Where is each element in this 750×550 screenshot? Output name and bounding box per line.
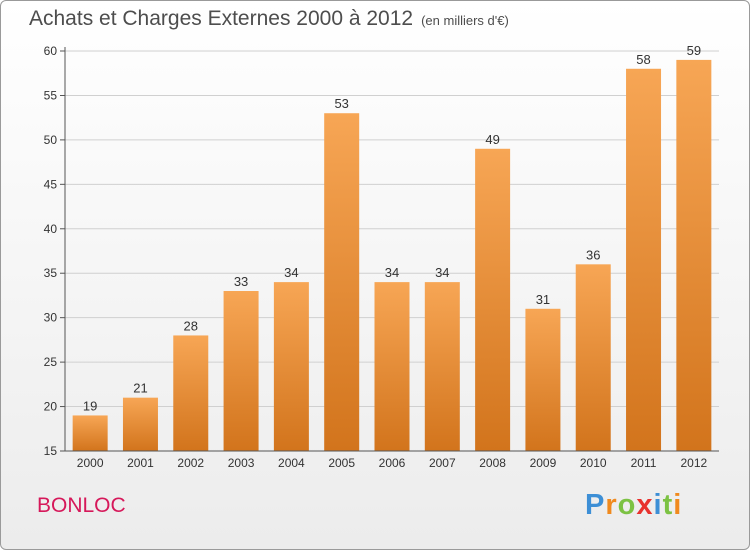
data-label: 19 [83,398,97,413]
bar-2007 [424,282,460,451]
y-tick-label: 30 [44,311,58,325]
y-tick-label: 55 [44,88,58,102]
x-tick-label: 2011 [631,456,657,470]
chart-title-text: Achats et Charges Externes 2000 à 2012 [29,7,414,30]
data-label: 53 [334,96,348,111]
bar-2001 [122,397,158,451]
logo-letter: P [585,489,606,521]
x-tick-label: 2009 [530,456,557,470]
place-name: BONLOC [37,494,126,517]
proxiti-logo: Proxiti [585,489,682,522]
x-tick-label: 2006 [379,456,406,470]
logo-letter: i [653,489,663,521]
bar-2006 [374,282,410,451]
data-label: 34 [284,265,298,280]
data-labels: 19 21 28 33 34 53 34 34 49 31 36 58 59 [83,43,701,414]
logo-letter: x [636,489,654,521]
x-tick-label: 2012 [680,456,707,470]
logo-letter: i [673,489,683,521]
y-tick-label: 20 [44,400,58,414]
data-label: 58 [636,52,650,67]
logo-letter: r [605,489,618,521]
data-label: 21 [133,381,147,396]
x-tick-label: 2005 [328,456,355,470]
data-label: 59 [687,43,701,58]
bar-2004 [273,282,309,451]
bar-2002 [173,335,209,451]
logo-letter: o [617,489,637,521]
bar-2011 [626,68,662,452]
y-tick-label: 40 [44,222,58,236]
data-label: 31 [536,292,550,307]
x-tick-label: 2008 [479,456,506,470]
bars [72,59,712,452]
chart-title: Achats et Charges Externes 2000 à 2012 (e… [29,7,509,31]
x-tick-label: 2003 [228,456,255,470]
data-label: 36 [586,247,600,262]
x-axis-labels: 2000 2001 2002 2003 2004 2005 2006 2007 2008 2009… [77,456,708,470]
bar-2000 [72,415,108,451]
chart-subtitle: (en milliers d'€) [421,13,509,28]
y-tick-label: 15 [44,444,58,458]
x-tick-label: 2002 [177,456,204,470]
x-tick-label: 2001 [127,456,154,470]
bar-2003 [223,291,259,451]
x-tick-label: 2007 [429,456,456,470]
logo-letter: t [662,489,674,521]
data-label: 33 [234,274,248,289]
x-tick-label: 2004 [278,456,305,470]
y-tick-label: 45 [44,177,58,191]
axes [64,47,719,452]
y-tick-label: 25 [44,355,58,369]
data-label: 34 [385,265,399,280]
y-tick-label: 60 [44,44,58,58]
bar-2010 [575,264,611,451]
y-tick-label: 50 [44,133,58,147]
y-tick-label: 35 [44,266,58,280]
bar-2008 [475,148,511,451]
y-axis-labels: 15 20 25 30 35 40 45 50 55 60 [44,44,58,458]
data-label: 49 [485,132,499,147]
x-tick-label: 2010 [580,456,607,470]
data-label: 34 [435,265,449,280]
bar-2009 [525,308,561,451]
bar-2012 [676,59,712,452]
bar-2005 [324,113,360,451]
data-label: 28 [184,318,198,333]
x-tick-label: 2000 [77,456,104,470]
